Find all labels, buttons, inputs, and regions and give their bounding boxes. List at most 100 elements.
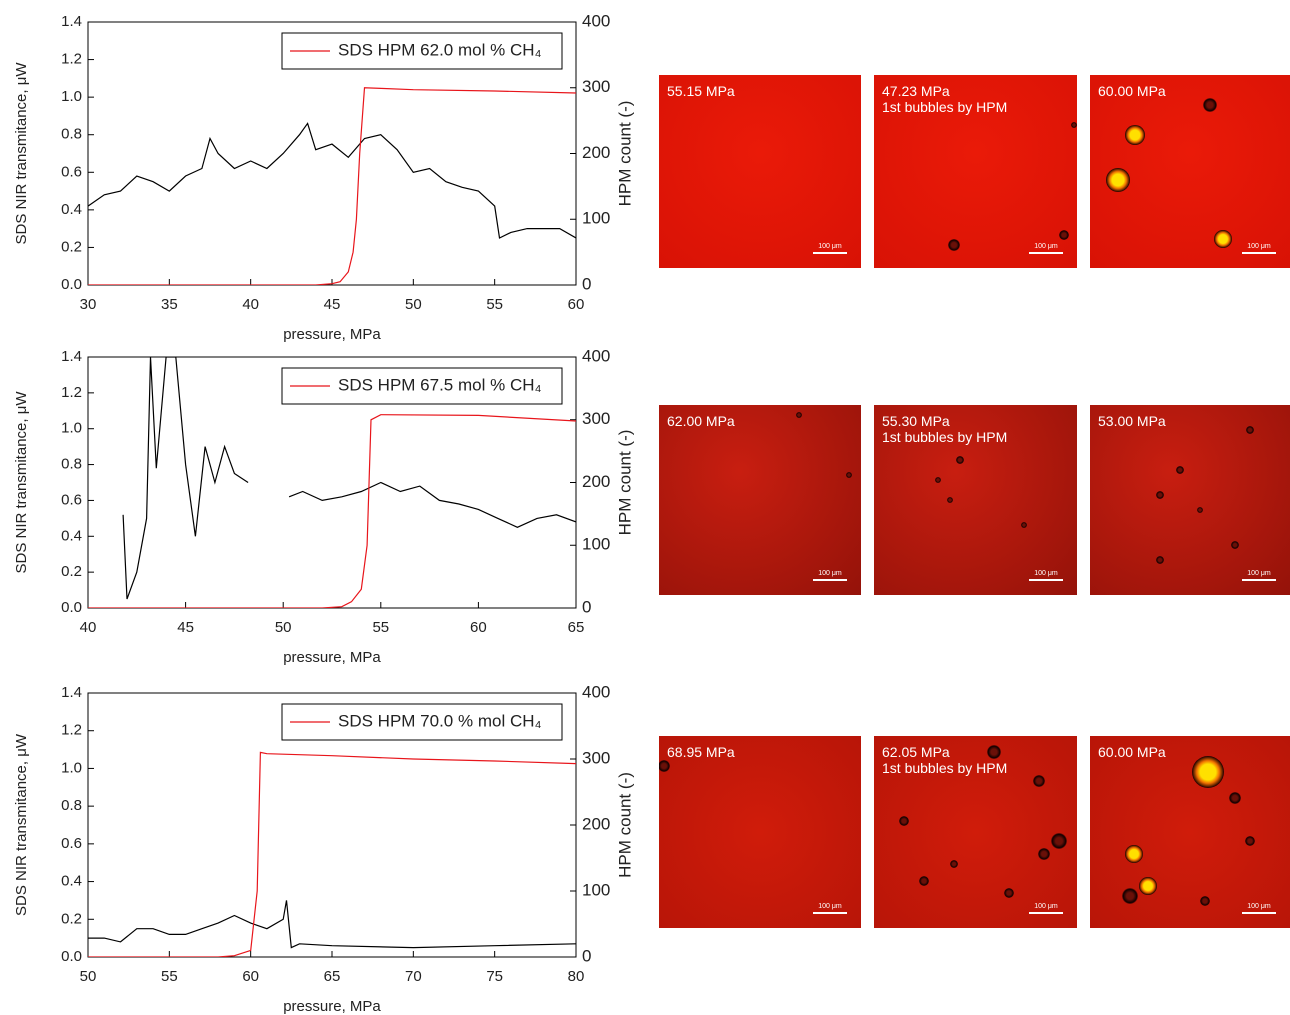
bubble	[1051, 833, 1067, 849]
plot-frame	[87, 692, 577, 958]
y2-tick-label: 400	[582, 11, 610, 30]
y-tick-label: 0.0	[61, 948, 82, 965]
x-tick-label: 65	[568, 619, 585, 636]
y2-axis-label: HPM count (-)	[615, 772, 634, 878]
x-tick-label: 50	[405, 296, 422, 313]
y2-tick-label: 0	[582, 597, 591, 616]
bubble	[1125, 125, 1145, 145]
y2-tick-label: 100	[582, 535, 610, 554]
x-tick-label: 65	[324, 968, 341, 985]
y-axis-label: SDS NIR transmitance, μW	[13, 733, 30, 916]
y-tick-label: 1.2	[61, 51, 82, 68]
bubble	[1071, 122, 1077, 128]
bubble	[1246, 426, 1254, 434]
bubble	[1192, 756, 1224, 788]
micrograph-label: 62.00 MPa	[667, 413, 735, 429]
micrograph: 47.23 MPa 1st bubbles by HPM 100 μm	[874, 75, 1077, 268]
x-tick-label: 45	[324, 296, 341, 313]
scale-bar: 100 μm	[813, 243, 847, 254]
micrograph-label: 47.23 MPa 1st bubbles by HPM	[882, 83, 1007, 115]
y2-tick-label: 200	[582, 472, 610, 491]
y-tick-label: 0.4	[61, 527, 82, 544]
legend: SDS HPM 62.0 mol % CH₄	[281, 32, 563, 70]
bubble	[935, 477, 941, 483]
bubble	[947, 497, 953, 503]
x-tick-label: 45	[177, 619, 194, 636]
micrograph: 62.00 MPa 100 μm	[659, 405, 861, 595]
micrograph-label: 55.30 MPa 1st bubbles by HPM	[882, 413, 1007, 445]
label-line: 1st bubbles by HPM	[882, 760, 1008, 776]
micrograph: 68.95 MPa 100 μm	[659, 736, 861, 928]
y-axis-label: SDS NIR transmitance, μW	[13, 391, 30, 574]
x-tick-label: 40	[242, 296, 259, 313]
micrograph: 60.00 MPa 100 μm	[1090, 75, 1290, 268]
x-axis-label: pressure, MPa	[283, 998, 381, 1015]
x-tick-label: 80	[568, 968, 585, 985]
x-tick-label: 60	[470, 619, 487, 636]
bubble	[1125, 845, 1143, 863]
y-tick-label: 0.6	[61, 163, 82, 180]
y2-tick-label: 300	[582, 748, 610, 767]
y-tick-label: 0.2	[61, 238, 82, 255]
data-line	[88, 751, 576, 957]
bubble	[1021, 522, 1027, 528]
micrograph: 55.30 MPa 1st bubbles by HPM 100 μm	[874, 405, 1077, 595]
y-tick-label: 0.8	[61, 797, 82, 814]
y-tick-label: 0.6	[61, 835, 82, 852]
data-line	[88, 414, 576, 608]
label-line: 60.00 MPa	[1098, 83, 1166, 99]
y2-axis-label: HPM count (-)	[615, 101, 634, 207]
micrograph-label: 60.00 MPa	[1098, 744, 1166, 760]
y-tick-label: 0.6	[61, 491, 82, 508]
scale-bar: 100 μm	[1242, 570, 1276, 581]
scale-bar: 100 μm	[1242, 903, 1276, 914]
y-tick-label: 0.8	[61, 456, 82, 473]
micrograph: 62.05 MPa 1st bubbles by HPM 100 μm	[874, 736, 1077, 928]
plot-frame	[87, 356, 577, 609]
micrograph-label: 53.00 MPa	[1098, 413, 1166, 429]
bubble	[1197, 507, 1203, 513]
x-tick-label: 40	[80, 619, 97, 636]
bubble	[956, 456, 964, 464]
micrograph: 60.00 MPa 100 μm	[1090, 736, 1290, 928]
y2-tick-label: 300	[582, 409, 610, 428]
bubble	[1156, 491, 1164, 499]
bubble	[1214, 230, 1232, 248]
label-line: 62.00 MPa	[667, 413, 735, 429]
bubble	[846, 472, 852, 478]
bubble	[796, 412, 802, 418]
x-tick-label: 55	[372, 619, 389, 636]
scale-bar: 100 μm	[813, 903, 847, 914]
y-tick-label: 1.4	[61, 348, 82, 365]
x-tick-label: 55	[486, 296, 503, 313]
x-tick-label: 70	[405, 968, 422, 985]
micrograph-label: 68.95 MPa	[667, 744, 735, 760]
x-tick-label: 50	[80, 968, 97, 985]
y2-axis-label: HPM count (-)	[615, 430, 634, 536]
x-tick-label: 35	[161, 296, 178, 313]
legend-label: SDS HPM 62.0 mol % CH₄	[338, 40, 541, 59]
bubble	[1231, 541, 1239, 549]
y2-tick-label: 0	[582, 274, 591, 293]
data-line	[88, 122, 576, 239]
bubble	[919, 876, 929, 886]
y2-tick-label: 100	[582, 880, 610, 899]
micrograph-label: 55.15 MPa	[667, 83, 735, 99]
bubble	[1156, 556, 1164, 564]
y2-tick-label: 300	[582, 77, 610, 96]
data-line	[88, 900, 576, 949]
y-tick-label: 1.0	[61, 88, 82, 105]
legend-label: SDS HPM 70.0 % mol CH₄	[338, 711, 541, 730]
y-axis-label: SDS NIR transmitance, μW	[13, 62, 30, 245]
bubble	[1106, 168, 1130, 192]
label-line: 47.23 MPa	[882, 83, 950, 99]
x-tick-label: 50	[275, 619, 292, 636]
y-tick-label: 1.2	[61, 722, 82, 739]
y2-tick-label: 100	[582, 209, 610, 228]
y2-tick-label: 400	[582, 346, 610, 365]
label-line: 60.00 MPa	[1098, 744, 1166, 760]
bubble	[1004, 888, 1014, 898]
y2-tick-label: 400	[582, 682, 610, 701]
